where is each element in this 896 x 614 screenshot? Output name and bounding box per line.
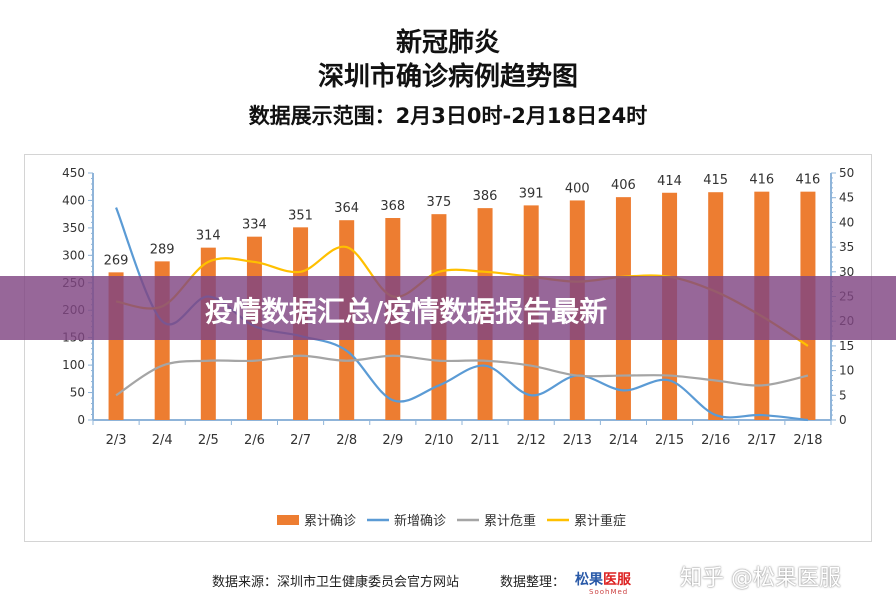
x-axis-tick-label: 2/12 [517,433,546,448]
x-axis-tick-label: 2/17 [747,433,776,448]
bar-data-label: 414 [657,174,682,189]
chart-frame: 0501001502002503003504004500510152025303… [24,154,872,542]
bar-data-label: 391 [519,186,544,201]
data-source: 数据来源：深圳市卫生健康委员会官方网站 [212,575,460,590]
right-axis-tick-label: 0 [839,413,847,427]
trend-chart: 0501001502002503003504004500510152025303… [62,166,854,529]
logo-text-b: 医服 [603,572,631,588]
right-axis-tick-label: 5 [839,388,847,402]
x-axis-tick-label: 2/9 [382,433,403,448]
bar-data-label: 368 [380,199,405,214]
bar-data-label: 364 [334,201,359,216]
overlay-banner: 疫情数据汇总/疫情数据报告最新 [0,276,896,340]
left-axis-tick-label: 450 [62,166,85,180]
zhihu-watermark: 知乎 @松果医服 [680,566,841,591]
logo-subtext: SoohMed [589,588,629,596]
legend-label: 累计重症 [574,513,626,529]
left-axis-tick-label: 400 [62,193,85,207]
right-axis-tick-label: 10 [839,364,854,378]
bar-data-label: 375 [427,195,452,210]
x-axis-tick-label: 2/5 [198,433,219,448]
x-axis-tick-label: 2/4 [152,433,173,448]
x-axis-tick-label: 2/16 [701,433,730,448]
bar-data-label: 416 [796,173,821,188]
x-axis-tick-label: 2/13 [563,433,592,448]
x-axis-tick-label: 2/10 [424,433,453,448]
bar-data-label: 406 [611,178,636,193]
bar-data-label: 386 [473,189,498,204]
left-axis-tick-label: 0 [77,413,85,427]
x-axis-tick-label: 2/11 [470,433,499,448]
x-axis-tick-label: 2/3 [106,433,127,448]
right-axis-tick-label: 40 [839,215,854,229]
chart-title-line1: 新冠肺炎 [395,28,500,58]
right-axis-tick-label: 45 [839,191,854,205]
x-axis-tick-label: 2/14 [609,433,638,448]
x-axis-tick-label: 2/8 [336,433,357,448]
right-axis-tick-label: 50 [839,166,854,180]
legend-swatch-cumulative [277,515,299,525]
chart-title-line2: 深圳市确诊病例趋势图 [317,62,578,92]
x-axis-tick-label: 2/7 [290,433,311,448]
bar-data-label: 289 [150,242,175,257]
legend-label: 累计确诊 [304,514,356,529]
legend-label: 新增确诊 [394,513,446,529]
right-axis-tick-label: 30 [839,265,854,279]
left-axis-tick-label: 100 [62,358,85,372]
songguo-logo: 松果医服 SoohMed [575,566,655,598]
date-range-subtitle: 数据展示范围：2月3日0时-2月18日24时 [248,104,648,128]
legend-label: 累计危重 [484,513,536,529]
x-axis-tick-label: 2/18 [793,433,822,448]
bar-data-label: 400 [565,181,590,196]
line-cumulative-critical [115,354,809,397]
x-axis-tick-label: 2/6 [244,433,265,448]
overlay-banner-text: 疫情数据汇总/疫情数据报告最新 [205,295,608,328]
x-axis-tick-label: 2/15 [655,433,684,448]
left-axis-tick-label: 50 [70,386,85,400]
logo-text-a: 松果 [575,572,603,588]
right-axis-tick-label: 35 [839,240,854,254]
bar-data-label: 415 [703,173,728,188]
bar-data-label: 269 [104,253,129,268]
data-organizer-label: 数据整理： [500,575,566,590]
bar-data-label: 416 [749,173,774,188]
bar-data-label: 351 [288,208,313,223]
left-axis-tick-label: 350 [62,221,85,235]
bar-data-label: 314 [196,229,221,244]
bar-data-label: 334 [242,218,267,233]
left-axis-tick-label: 300 [62,248,85,262]
right-axis-tick-label: 15 [839,339,854,353]
